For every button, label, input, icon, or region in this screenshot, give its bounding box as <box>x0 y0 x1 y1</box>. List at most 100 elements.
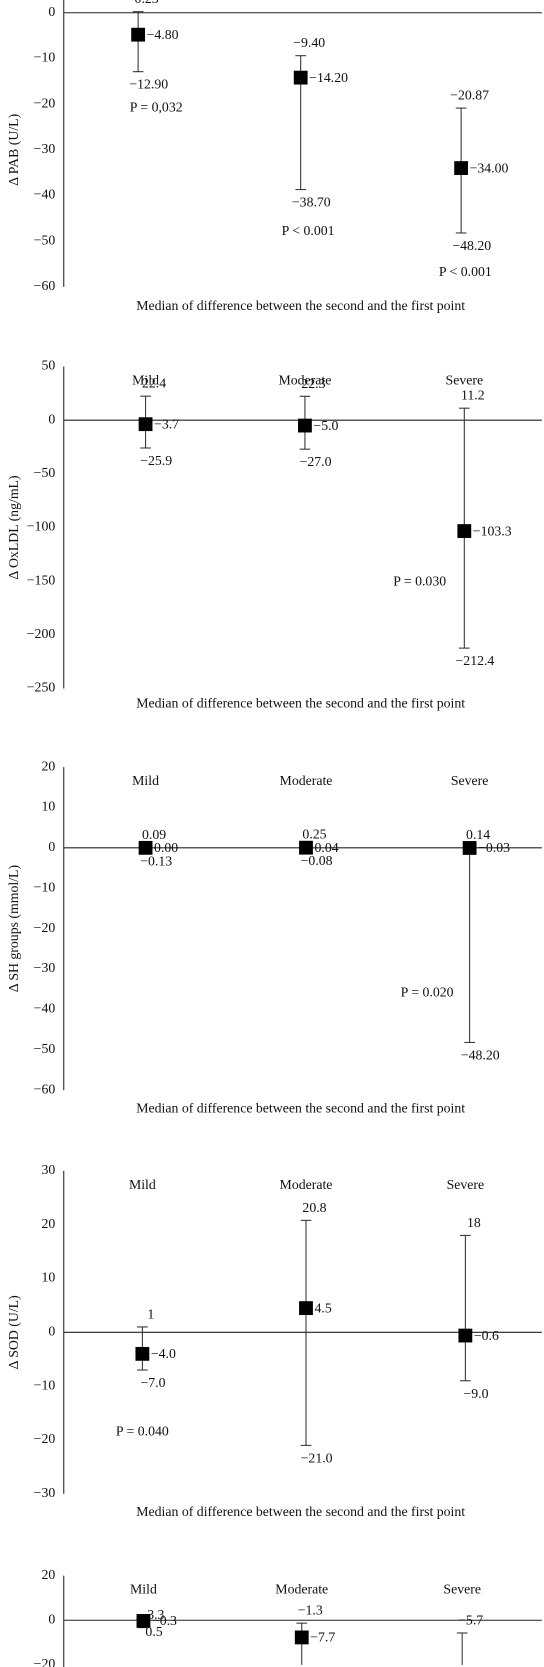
y-tick-label: −250 <box>27 680 56 695</box>
median-marker <box>299 1301 313 1316</box>
lower-label: −12.90 <box>129 77 168 92</box>
y-tick-label: 0 <box>48 1323 55 1338</box>
y-axis-label: Δ PAB (U/L) <box>6 114 22 186</box>
y-tick-label: 10 <box>41 1270 55 1285</box>
values-label: −7.7 <box>310 1630 335 1645</box>
y-tick-label: 50 <box>41 358 55 373</box>
category-label: Mild <box>129 1177 156 1192</box>
y-tick-label: 20 <box>41 758 55 773</box>
y-axis-label: Δ SOD (U/L) <box>6 1295 22 1369</box>
lower-label: −48.20 <box>452 238 491 253</box>
upper-label: 0.25 <box>302 826 326 841</box>
y-tick-label: −150 <box>27 572 56 587</box>
upper-label: 11.2 <box>461 388 485 403</box>
upper-label: −9.40 <box>293 35 325 50</box>
y-tick-label: −20 <box>34 1431 56 1446</box>
lower-label: −21.0 <box>301 1450 333 1465</box>
y-axis-label: Δ SH groups (mmol/L) <box>6 865 22 992</box>
y-tick-label: −40 <box>34 187 56 202</box>
y-tick-label: 0 <box>48 1611 55 1626</box>
y-tick-label: −60 <box>34 278 56 293</box>
y-tick-label: 0 <box>48 839 55 854</box>
x-axis-label: Median of difference between the second … <box>136 298 465 313</box>
p-value: P < 0.001 <box>282 223 335 238</box>
values-label: −34.00 <box>470 160 509 175</box>
values-label: −4.0 <box>151 1346 176 1361</box>
upper-label: 0.09 <box>142 827 166 842</box>
values-label: −0.03 <box>478 840 510 855</box>
median-marker <box>131 27 146 42</box>
y-tick-label: 20 <box>41 1567 55 1582</box>
upper-label: 20.8 <box>302 1200 326 1215</box>
p-value: P = 0,032 <box>130 100 183 115</box>
upper-label: −5.7 <box>458 1612 483 1627</box>
lower-label: −48.20 <box>461 1047 500 1062</box>
y-tick-label: −30 <box>34 1485 56 1500</box>
values-label: −3.7 <box>154 416 179 431</box>
median-marker <box>138 417 153 432</box>
y-tick-label: −10 <box>34 879 56 894</box>
y-tick-label: −60 <box>34 1081 56 1096</box>
values-label: −0.3 <box>152 1613 177 1628</box>
upper-label: 1 <box>147 1306 154 1321</box>
category-label: Severe <box>446 373 484 388</box>
y-tick-label: 0 <box>48 411 55 426</box>
y-tick-label: −100 <box>27 519 56 534</box>
median-marker <box>462 841 477 855</box>
y-tick-label: −50 <box>34 1041 56 1056</box>
upper-label: 18 <box>467 1215 481 1230</box>
upper-label: −3.3 <box>139 1607 164 1622</box>
y-tick-label: −50 <box>34 465 56 480</box>
values-label: −0.6 <box>474 1328 499 1343</box>
values-label: −103.3 <box>473 523 512 538</box>
y-tick-label: −50 <box>34 232 56 247</box>
lower-label: −0.08 <box>301 853 333 868</box>
y-tick-label: −20 <box>34 95 56 110</box>
values-label: −5.0 <box>313 418 338 433</box>
y-tick-label: −20 <box>34 920 56 935</box>
upper-label: 22.4 <box>142 376 166 391</box>
upper-label: −20.87 <box>450 88 489 103</box>
y-tick-label: 10 <box>41 799 55 814</box>
y-tick-label: −200 <box>27 626 56 641</box>
category-label: Mild <box>132 373 159 388</box>
y-tick-label: 30 <box>41 1162 55 1177</box>
lower-label: −0.13 <box>140 853 172 868</box>
lower-label: −212.4 <box>456 653 495 668</box>
median-marker <box>294 1630 309 1645</box>
lower-label: 0.5 <box>145 1624 162 1639</box>
category-label: Severe <box>447 1177 485 1192</box>
category-label: Moderate <box>280 1177 333 1192</box>
median-marker <box>298 418 312 433</box>
lower-label: −7.0 <box>140 1375 165 1390</box>
upper-label: −1.3 <box>298 1603 323 1618</box>
y-tick-label: −10 <box>34 50 56 65</box>
y-tick-label: 20 <box>41 1216 55 1231</box>
y-tick-label: 0 <box>48 4 55 19</box>
x-axis-label: Median of difference between the second … <box>136 696 465 711</box>
values-label: −4.80 <box>147 27 179 42</box>
category-label: Mild <box>132 773 159 788</box>
values-label: −14.20 <box>309 70 348 85</box>
p-value: P = 0.030 <box>393 573 446 588</box>
upper-label: 0.23 <box>135 0 159 6</box>
x-axis-label: Median of difference between the second … <box>136 1100 465 1115</box>
x-axis-label: Median of difference between the second … <box>136 1504 465 1519</box>
p-value: P = 0.020 <box>401 985 454 1000</box>
y-tick-label: −40 <box>34 1001 56 1016</box>
category-label: Moderate <box>278 373 331 388</box>
upper-label: 0.14 <box>466 827 490 842</box>
median-marker <box>293 70 308 85</box>
median-marker <box>457 524 472 538</box>
category-label: Severe <box>443 1582 481 1597</box>
y-tick-label: −20 <box>34 1656 56 1667</box>
values-label: 0.04 <box>314 840 338 855</box>
median-marker <box>138 840 153 855</box>
median-marker <box>136 1614 151 1628</box>
lower-label: −9.0 <box>463 1386 488 1401</box>
values-label: 0.00 <box>154 840 178 855</box>
lower-label: −25.9 <box>140 453 172 468</box>
y-tick-label: −10 <box>34 1377 56 1392</box>
